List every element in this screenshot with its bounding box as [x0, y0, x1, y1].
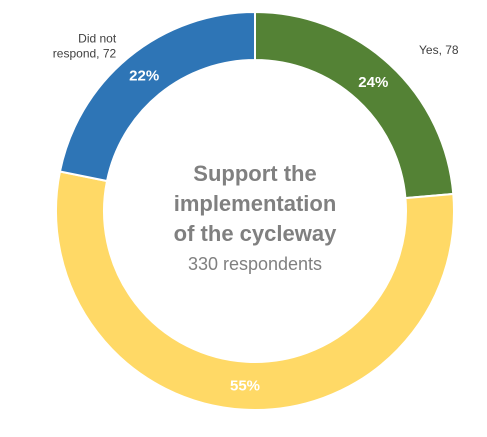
category-label-line: Yes, 78	[419, 43, 459, 57]
percent-labels-layer: 24% 55% 22%	[129, 68, 388, 395]
percent-label-did-not-respond: 22%	[129, 68, 159, 85]
category-label-line: respond, 72	[53, 47, 117, 61]
percent-label-no: 55%	[230, 378, 260, 395]
slice-no	[55, 170, 455, 411]
center-title-line-1: Support the	[193, 161, 316, 186]
center-subtitle: 330 respondents	[188, 254, 322, 274]
category-label-line: Did not	[78, 32, 117, 46]
center-text: Support the implementation of the cyclew…	[174, 161, 337, 274]
category-label-yes: Yes, 78	[419, 43, 459, 57]
percent-label-yes: 24%	[358, 74, 388, 91]
center-title-line-2: implementation	[174, 191, 337, 216]
slices-layer	[55, 10, 455, 411]
center-title-line-3: of the cycleway	[174, 221, 337, 246]
slice-did-not-respond	[58, 10, 256, 183]
category-label-did-not-respond: Did not respond, 72	[53, 32, 117, 61]
